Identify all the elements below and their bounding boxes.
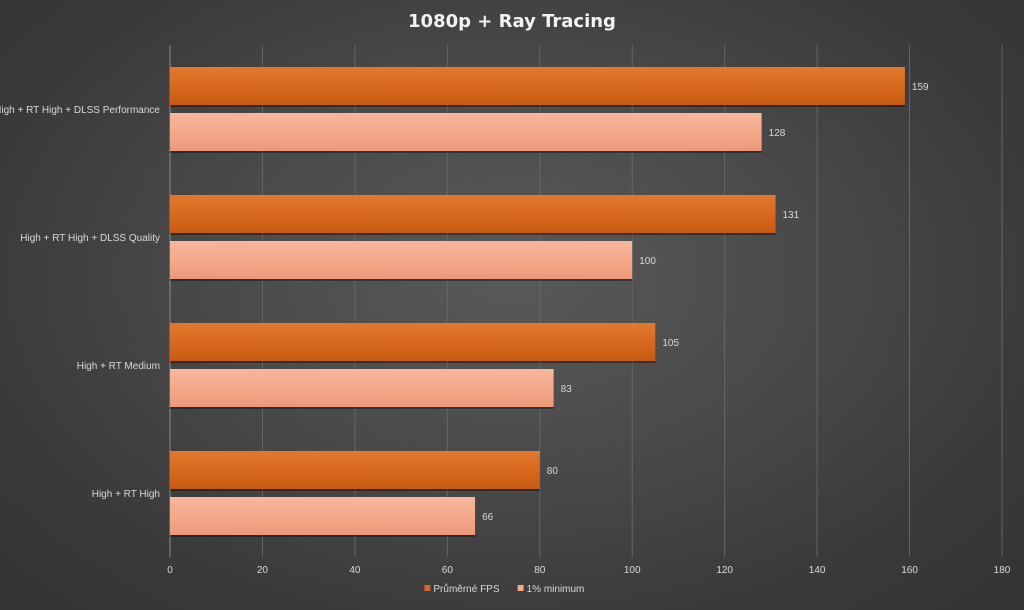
labels: 0 20 40 60 80 100 120 140 160 180 High + RT High +… (0, 82, 1011, 576)
x-tick-label: 120 (716, 565, 733, 576)
x-tick-label: 40 (349, 565, 361, 576)
bar-average-fps (170, 195, 776, 233)
data-label: 100 (639, 256, 656, 267)
data-label: 80 (547, 466, 559, 477)
bar-average-fps (170, 451, 540, 489)
legend-swatch (424, 585, 431, 591)
legend-label: Průměrné FPS (433, 583, 499, 595)
data-label: 105 (662, 338, 679, 349)
x-tick-label: 0 (167, 565, 173, 576)
data-label: 83 (561, 384, 573, 395)
x-tick-label: 20 (257, 565, 269, 576)
bars (170, 67, 905, 537)
x-tick-label: 160 (901, 565, 918, 576)
x-tick-label: 80 (534, 565, 546, 576)
data-label: 159 (912, 82, 929, 93)
bar-one-percent-minimum (170, 497, 476, 535)
x-tick-label: 60 (442, 565, 454, 576)
bar-one-percent-minimum (170, 113, 762, 151)
legend-swatch (517, 585, 524, 591)
x-tick-label: 140 (809, 565, 826, 576)
chart-title: 1080p + Ray Tracing (408, 11, 616, 32)
x-tick-label: 100 (624, 565, 641, 576)
bar-one-percent-minimum (170, 241, 633, 279)
category-label: High + RT High + DLSS Quality (20, 233, 160, 244)
legend-label: 1% minimum (527, 584, 585, 595)
data-label: 66 (482, 512, 494, 523)
category-label: High + RT Medium (77, 361, 160, 372)
category-label: High + RT High (92, 489, 160, 500)
bar-average-fps (170, 323, 656, 361)
category-label: High + RT High + DLSS Performance (0, 105, 160, 116)
data-label: 128 (769, 128, 786, 139)
legend: Průměrné FPS 1% minimum (424, 583, 584, 595)
x-tick-label: 180 (994, 565, 1011, 576)
bar-one-percent-minimum (170, 369, 554, 407)
bar-average-fps (170, 67, 905, 105)
data-label: 131 (783, 210, 800, 221)
